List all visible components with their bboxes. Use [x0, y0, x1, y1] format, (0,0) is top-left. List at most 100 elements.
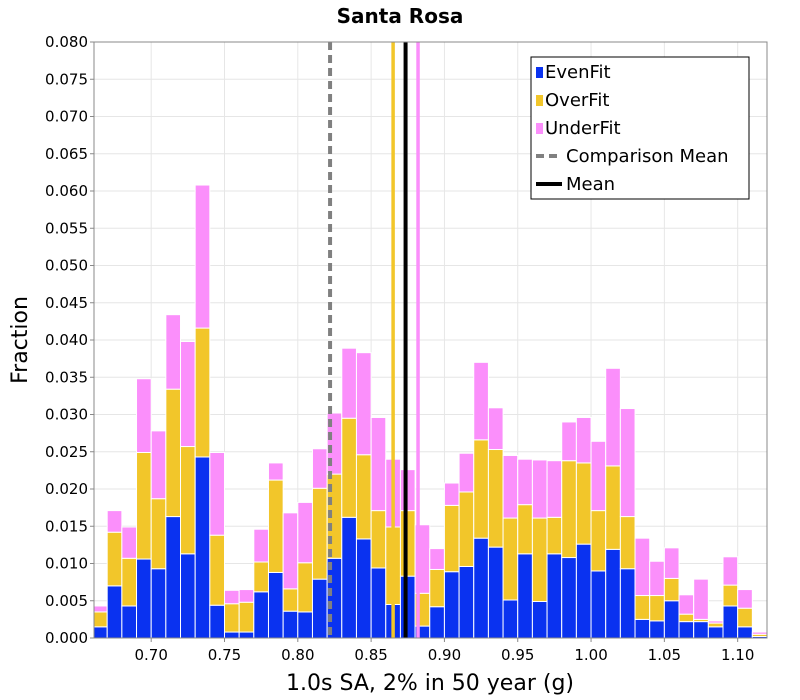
bar-evenfit	[399, 575, 416, 638]
bar-overfit	[722, 584, 739, 607]
x-tick-label: 1.05	[648, 646, 681, 664]
bar-overfit	[546, 516, 563, 555]
legend-label: EvenFit	[545, 62, 611, 83]
bar-underfit	[575, 416, 592, 464]
bar-evenfit	[355, 538, 372, 638]
bar-overfit	[619, 516, 636, 570]
bar-evenfit	[121, 605, 138, 638]
bar-overfit	[487, 449, 504, 548]
bar-evenfit	[575, 543, 592, 638]
bar-evenfit	[458, 565, 475, 638]
bar-underfit	[619, 408, 636, 518]
bar-evenfit	[267, 571, 284, 638]
bar-overfit	[575, 462, 592, 545]
bar-evenfit	[663, 600, 680, 638]
bar-evenfit	[693, 621, 709, 638]
bar-evenfit	[238, 631, 255, 638]
bar-underfit	[751, 631, 767, 635]
bar-evenfit	[150, 568, 167, 638]
bar-overfit	[370, 510, 387, 569]
x-tick-label: 0.75	[208, 646, 241, 664]
bar-underfit	[267, 462, 284, 481]
bar-underfit	[238, 589, 255, 603]
bar-evenfit	[165, 516, 182, 638]
bar-evenfit	[94, 626, 108, 638]
bar-overfit	[311, 487, 328, 580]
bar-underfit	[223, 589, 240, 605]
bar-overfit	[707, 622, 724, 628]
y-tick-label: 0.000	[45, 629, 88, 647]
x-tick-label: 0.70	[134, 646, 167, 664]
legend: EvenFit OverFit UnderFit Comparison Mean Mea…	[530, 56, 750, 200]
y-tick-label: 0.070	[45, 108, 88, 126]
y-tick-label: 0.015	[45, 517, 88, 535]
bar-underfit	[502, 454, 519, 519]
y-tick-label: 0.030	[45, 406, 88, 424]
bar-evenfit	[678, 621, 695, 638]
bar-underfit	[150, 430, 167, 500]
legend-label: UnderFit	[545, 118, 621, 139]
bar-overfit	[253, 561, 269, 593]
x-tick-label: 0.90	[428, 646, 461, 664]
y-tick-label: 0.055	[45, 219, 88, 237]
bar-evenfit	[311, 578, 328, 638]
legend-swatch-underfit	[536, 123, 543, 134]
y-tick-label: 0.005	[45, 592, 88, 610]
bar-underfit	[546, 460, 563, 518]
x-tick-label: 0.85	[354, 646, 387, 664]
bar-underfit	[94, 605, 108, 613]
bar-underfit	[180, 340, 196, 448]
bar-underfit	[341, 347, 357, 419]
bar-underfit	[678, 594, 695, 615]
y-tick-label: 0.080	[45, 33, 88, 51]
bar-overfit	[766, 634, 767, 638]
bar-underfit	[531, 459, 548, 519]
bar-underfit	[517, 458, 533, 506]
bar-evenfit	[136, 558, 152, 638]
legend-swatch-overfit	[536, 95, 543, 106]
bar-evenfit	[722, 605, 739, 638]
bar-underfit	[355, 352, 372, 456]
bar-overfit	[737, 607, 753, 628]
bar-underfit	[707, 620, 724, 624]
bar-evenfit	[737, 626, 753, 638]
legend-label: Comparison Mean	[566, 146, 729, 167]
y-tick-label: 0.035	[45, 368, 88, 386]
bar-evenfit	[619, 568, 636, 638]
bar-evenfit	[649, 620, 665, 638]
bar-underfit	[487, 407, 504, 451]
bar-overfit	[443, 504, 460, 573]
bar-overfit	[209, 534, 225, 606]
y-tick-label: 0.045	[45, 294, 88, 312]
bar-overfit	[531, 517, 548, 602]
bar-overfit	[150, 498, 167, 570]
bar-underfit	[605, 367, 621, 467]
y-axis-label: Fraction	[8, 296, 33, 384]
bar-underfit	[106, 510, 123, 533]
bar-underfit	[194, 184, 211, 329]
y-tick-label: 0.050	[45, 257, 88, 275]
bar-underfit	[443, 482, 460, 506]
chart-title: Santa Rosa	[337, 4, 464, 28]
bar-underfit	[253, 528, 269, 563]
y-tick-label: 0.025	[45, 443, 88, 461]
bar-evenfit	[502, 599, 519, 638]
bar-evenfit	[443, 571, 460, 638]
bar-overfit	[136, 451, 152, 560]
bar-evenfit	[473, 537, 489, 638]
bar-evenfit	[223, 631, 240, 638]
bars	[94, 184, 767, 638]
bar-evenfit	[326, 557, 343, 638]
bar-evenfit	[561, 557, 577, 638]
bar-underfit	[561, 421, 577, 462]
bar-evenfit	[282, 610, 299, 638]
bar-overfit	[399, 510, 416, 577]
bar-underfit	[209, 451, 225, 536]
y-tick-label: 0.040	[45, 331, 88, 349]
bar-underfit	[429, 548, 445, 570]
bar-underfit	[649, 560, 665, 597]
bar-overfit	[502, 517, 519, 601]
bar-evenfit	[209, 604, 225, 638]
bar-overfit	[678, 613, 695, 623]
